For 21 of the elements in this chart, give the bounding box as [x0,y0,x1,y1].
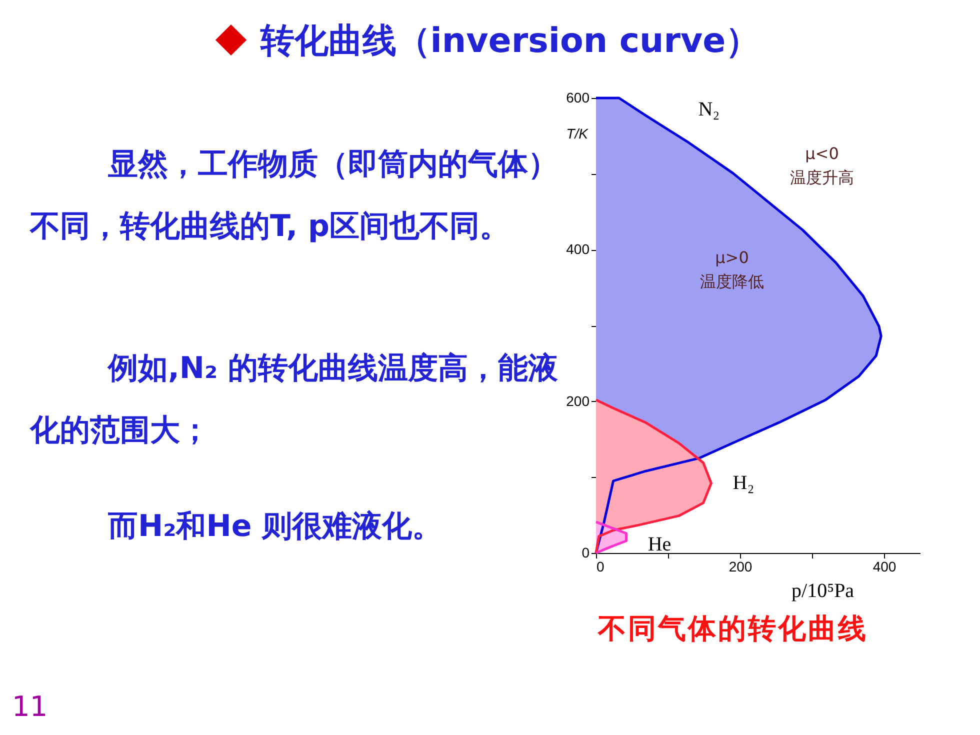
series-label: H₂ [732,472,754,494]
series-label: N₂ [698,98,720,120]
x-tick-label: 200 [728,558,752,574]
chart-title: 转化曲线（inversion curve） [260,21,760,61]
y-tick-label: 600 [566,90,590,106]
text: 例如,N₂ 的转化曲线温度高，能液化的范围大； [30,350,560,450]
series-label: He [648,534,672,556]
annotation: μ>0 温度降低 [700,247,764,293]
text: 11 [12,690,48,723]
y-tick-label: 0 [582,544,590,560]
y-tick-label: 200 [566,392,590,409]
text: 显然，工作物质（即筒内的气体）不同，转化曲线的T, p区间也不同。 [30,146,559,246]
annotation: μ<0 温度升高 [790,143,854,189]
x-tick-label: 0 [596,558,604,574]
y-axis-title: T/K [566,125,589,142]
x-tick-label: 400 [872,558,896,574]
text: 不同气体的转化曲线 [598,611,868,647]
line-series [594,398,712,554]
y-tick-label: 400 [566,241,590,258]
x-axis-title: p/10⁵Pa [792,580,854,602]
text: 而H₂和He 则很难液化。 [107,508,444,546]
